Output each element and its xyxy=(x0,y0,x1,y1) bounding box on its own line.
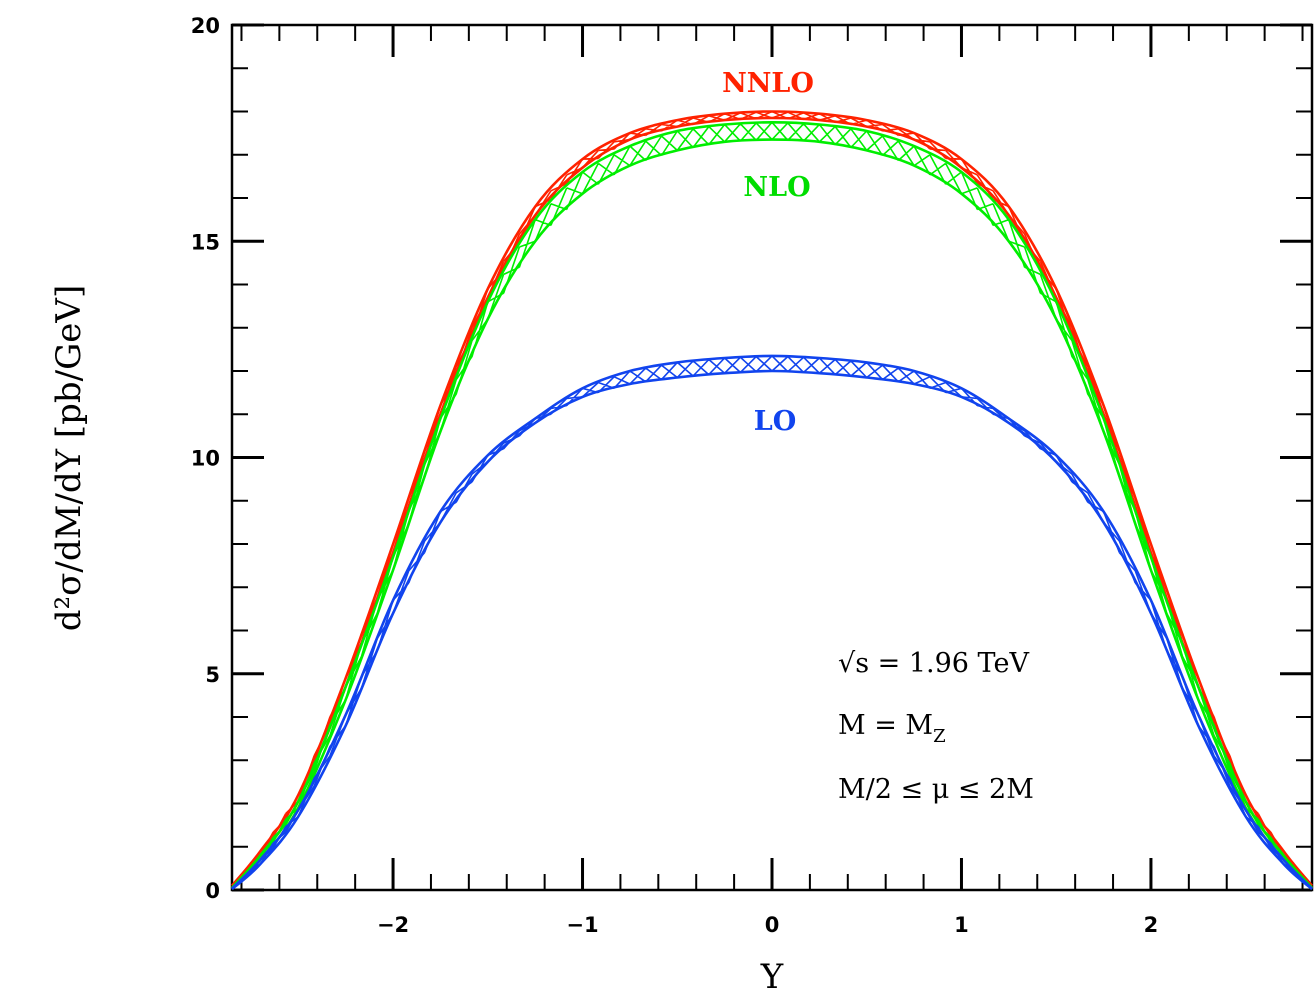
x-tick-label: −1 xyxy=(566,913,598,937)
minor-ticks xyxy=(232,25,1312,890)
series-label-nnlo: NNLO xyxy=(722,68,814,99)
series-upper-nnlo xyxy=(230,110,1314,887)
y-tick-label: 0 xyxy=(205,879,220,903)
annotation-mass-main: M = M xyxy=(838,710,933,741)
band-hatch-nnlo xyxy=(231,110,1313,889)
plot-frame xyxy=(230,23,1314,892)
series-lower-nlo xyxy=(231,138,1313,890)
series-upper-nlo xyxy=(231,120,1313,889)
x-tick-labels: −2 −1 0 1 2 xyxy=(377,913,1158,937)
series-upper-lo xyxy=(231,354,1313,890)
series-lower-nnlo xyxy=(231,116,1313,889)
x-tick-label: 1 xyxy=(954,913,969,937)
annotation-mass-sub: Z xyxy=(933,726,946,747)
y-tick-label: 5 xyxy=(205,663,220,687)
y-tick-label: 20 xyxy=(191,14,220,38)
x-tick-label: 0 xyxy=(765,913,780,937)
band-lo xyxy=(231,354,1313,891)
y-tick-labels: 0 5 10 15 20 xyxy=(191,14,220,903)
uncertainty-bands xyxy=(230,110,1314,891)
y-tick-label: 15 xyxy=(191,230,220,254)
y-axis-title: d²σ/dM/dY [pb/GeV] xyxy=(49,285,89,631)
band-hatch-nlo xyxy=(231,121,1313,890)
series-label-lo: LO xyxy=(754,406,797,437)
band-nnlo xyxy=(230,110,1314,889)
series-lower-lo xyxy=(231,369,1313,891)
series-label-nlo: NLO xyxy=(743,172,810,203)
x-axis-title: Y xyxy=(760,957,784,995)
annotation-sqrt-s: √s = 1.96 TeV xyxy=(838,648,1029,679)
y-tick-label: 10 xyxy=(191,447,220,471)
band-nlo xyxy=(231,120,1313,890)
x-tick-label: 2 xyxy=(1144,913,1159,937)
annotation-scale: M/2 ≤ μ ≤ 2M xyxy=(838,774,1034,805)
annotation-mass: M = MZ xyxy=(838,710,946,747)
x-tick-label: −2 xyxy=(377,913,409,937)
major-ticks xyxy=(232,23,1312,892)
